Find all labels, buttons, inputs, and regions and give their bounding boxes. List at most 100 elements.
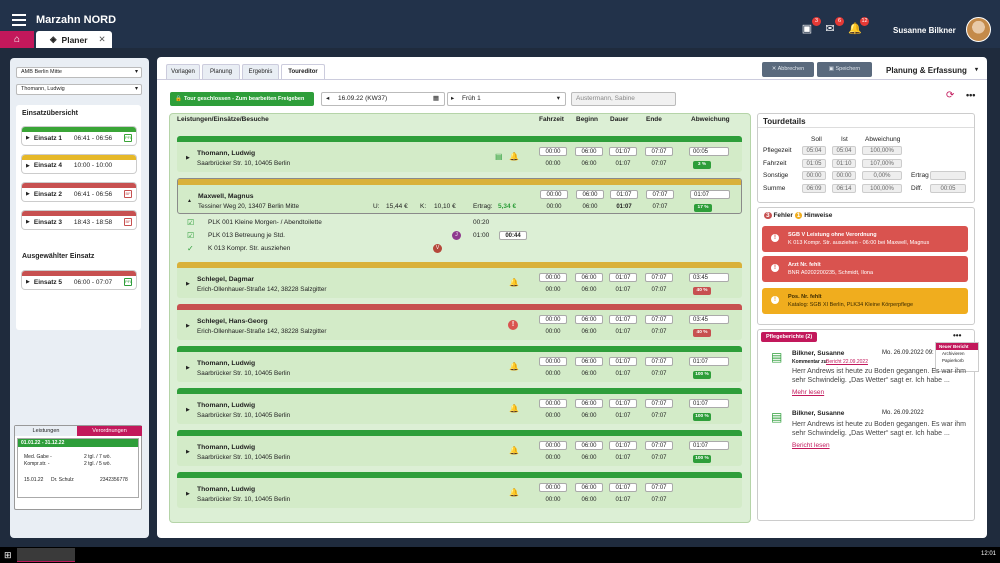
- tab-leistungen[interactable]: Leistungen: [15, 426, 77, 436]
- menu-new-report[interactable]: Neuer Bericht: [936, 343, 978, 350]
- refresh-icon[interactable]: ⟳: [946, 90, 955, 101]
- close-tab-icon[interactable]: ✕: [98, 34, 106, 44]
- more-icon[interactable]: •••: [953, 331, 962, 340]
- taskbar-app[interactable]: [17, 548, 75, 562]
- visit-row[interactable]: ▶ Thomann, Ludwig Saarbrücker Str. 10, 104…: [177, 430, 742, 466]
- expand-icon[interactable]: ▶: [186, 323, 190, 329]
- time-input[interactable]: 06:00: [575, 441, 603, 450]
- time-input[interactable]: 01:07: [610, 190, 638, 199]
- expand-icon[interactable]: ▶: [186, 155, 190, 161]
- time-input[interactable]: 06:00: [575, 483, 603, 492]
- report-comment-link[interactable]: Bericht 22.09.2022: [826, 359, 868, 365]
- time-input[interactable]: 00:00: [539, 483, 567, 492]
- bell-icon[interactable]: 🔔: [509, 362, 519, 371]
- time-input[interactable]: 00:00: [539, 147, 567, 156]
- user-name[interactable]: Susanne Bilkner: [893, 26, 956, 35]
- time-input[interactable]: 01:07: [609, 399, 637, 408]
- employee-search[interactable]: Austermann, Sabine: [571, 92, 676, 106]
- time-input[interactable]: 00:00: [539, 441, 567, 450]
- bell-icon[interactable]: 🔔: [509, 404, 519, 413]
- report-link[interactable]: Mehr lesen: [792, 389, 825, 396]
- location-select[interactable]: AMB Berlin Mitte: [16, 67, 142, 78]
- time-input[interactable]: 01:07: [609, 357, 637, 366]
- time-input[interactable]: 00:00: [539, 315, 567, 324]
- client-select[interactable]: Thomann, Ludwig: [16, 84, 142, 95]
- time-input[interactable]: 06:00: [575, 315, 603, 324]
- einsatz-card[interactable]: ▶ Einsatz 2 06:41 - 06:56 BF: [22, 183, 136, 201]
- ertrag-select[interactable]: [930, 171, 966, 180]
- date-picker[interactable]: ◂ 16.09.22 (KW37) ▦: [321, 92, 445, 106]
- visit-row[interactable]: ▶ Schlegel, Dagmar Erich-Ollenhauer-Straße…: [177, 262, 742, 298]
- unlock-tour-button[interactable]: 🔒 Tour geschlossen - Zum bearbeiten Freig…: [170, 92, 314, 106]
- time-input[interactable]: 06:00: [576, 190, 604, 199]
- home-tab[interactable]: ⌂: [0, 31, 34, 48]
- time-input[interactable]: 07:07: [645, 483, 673, 492]
- time-input[interactable]: 01:07: [609, 315, 637, 324]
- visit-row[interactable]: ▲ Maxwell, Magnus Tessiner Weg 20, 13407 B…: [177, 178, 742, 214]
- menu-trash[interactable]: Papierkorb: [942, 358, 964, 363]
- bell-icon[interactable]: 🔔: [509, 488, 519, 497]
- time-input[interactable]: 00:00: [539, 357, 567, 366]
- error-item[interactable]: ! SGB V Leistung ohne Verordnung K 013 Kom…: [762, 226, 968, 252]
- time-input[interactable]: 07:07: [645, 399, 673, 408]
- time-input[interactable]: 07:07: [645, 441, 673, 450]
- tab-vorlagen[interactable]: Vorlagen: [166, 64, 200, 79]
- expand-icon[interactable]: ▶: [186, 281, 190, 287]
- hamburger-menu-icon[interactable]: [12, 14, 26, 26]
- report-link[interactable]: Bericht lesen: [792, 442, 830, 449]
- error-item[interactable]: ! Pos. Nr. fehlt Katalog: SGB XI Berlin, P…: [762, 288, 968, 314]
- bell-icon[interactable]: 🔔: [509, 278, 519, 287]
- time-input[interactable]: 01:07: [609, 147, 637, 156]
- tab-toureditor[interactable]: Toureditor: [281, 64, 325, 79]
- cancel-button[interactable]: ✕ Abbrechen: [762, 62, 814, 77]
- time-input[interactable]: 00:00: [539, 273, 567, 282]
- windows-icon[interactable]: ⊞: [4, 550, 12, 560]
- time-input[interactable]: 00:00: [539, 399, 567, 408]
- time-input[interactable]: 06:00: [575, 273, 603, 282]
- bell-icon[interactable]: 🔔: [509, 152, 519, 161]
- time-input[interactable]: 07:07: [645, 273, 673, 282]
- pflegeberichte-title[interactable]: Pflegeberichte (2): [761, 332, 818, 342]
- time-input[interactable]: 07:07: [645, 315, 673, 324]
- time-input[interactable]: 00:00: [540, 190, 568, 199]
- planer-tab[interactable]: ◈ Planer ✕: [36, 31, 112, 48]
- shift-select[interactable]: ▸ Früh 1 ▾: [447, 92, 566, 106]
- avatar[interactable]: [966, 17, 991, 42]
- hinweis-label[interactable]: Hinweise: [804, 212, 833, 219]
- expand-icon[interactable]: ▶: [186, 365, 190, 371]
- mail-icon[interactable]: ✉ 6: [822, 17, 844, 36]
- service-time-input[interactable]: 00:44: [499, 231, 527, 240]
- expand-icon[interactable]: ▶: [186, 491, 190, 497]
- bell-icon[interactable]: 🔔 12: [848, 17, 869, 35]
- time-input[interactable]: 07:07: [645, 357, 673, 366]
- einsatz-card[interactable]: ▶ Einsatz 3 18:43 - 18:58 BF: [22, 211, 136, 229]
- tab-planung[interactable]: Planung: [202, 64, 240, 79]
- visit-row[interactable]: ▶ Thomann, Ludwig Saarbrücker Str. 10, 104…: [177, 346, 742, 382]
- planning-section-tab[interactable]: Planung & Erfassung ▾: [877, 62, 986, 79]
- fehler-label[interactable]: Fehler: [773, 212, 793, 219]
- selected-einsatz-card[interactable]: ▶ Einsatz 5 06:00 - 07:07 PFL: [22, 271, 136, 289]
- time-input[interactable]: 07:07: [645, 147, 673, 156]
- einsatz-card[interactable]: ▶ Einsatz 1 06:41 - 06:56 PFL: [22, 127, 136, 145]
- visit-row[interactable]: ▶ Thomann, Ludwig Saarbrücker Str. 10, 104…: [177, 136, 742, 172]
- time-input[interactable]: 06:00: [575, 357, 603, 366]
- visit-row[interactable]: ▶ Schlegel, Hans-Georg Erich-Ollenhauer-St…: [177, 304, 742, 340]
- tab-ergebnis[interactable]: Ergebnis: [242, 64, 279, 79]
- error-item[interactable]: ! Arzt Nr. fehlt BNR A0202200235, Schmidt,…: [762, 256, 968, 282]
- tab-verordnungen[interactable]: Verordnungen: [77, 426, 142, 436]
- time-input[interactable]: 01:07: [609, 273, 637, 282]
- visit-row[interactable]: ▶ Thomann, Ludwig Saarbrücker Str. 10, 104…: [177, 472, 742, 508]
- more-icon[interactable]: •••: [966, 90, 976, 100]
- error-icon[interactable]: !: [508, 320, 518, 330]
- expand-icon[interactable]: ▲: [187, 198, 192, 204]
- time-input[interactable]: 06:00: [575, 399, 603, 408]
- menu-archive[interactable]: Archivieren: [942, 351, 965, 356]
- expand-icon[interactable]: ▶: [186, 407, 190, 413]
- einsatz-card[interactable]: ▶ Einsatz 4 10:00 - 10:00: [22, 155, 136, 173]
- time-input[interactable]: 01:07: [609, 483, 637, 492]
- expand-icon[interactable]: ▶: [186, 449, 190, 455]
- document-icon[interactable]: ▤: [495, 152, 503, 161]
- calendar-icon[interactable]: ▣ 3: [799, 17, 821, 36]
- bell-icon[interactable]: 🔔: [509, 446, 519, 455]
- time-input[interactable]: 06:00: [575, 147, 603, 156]
